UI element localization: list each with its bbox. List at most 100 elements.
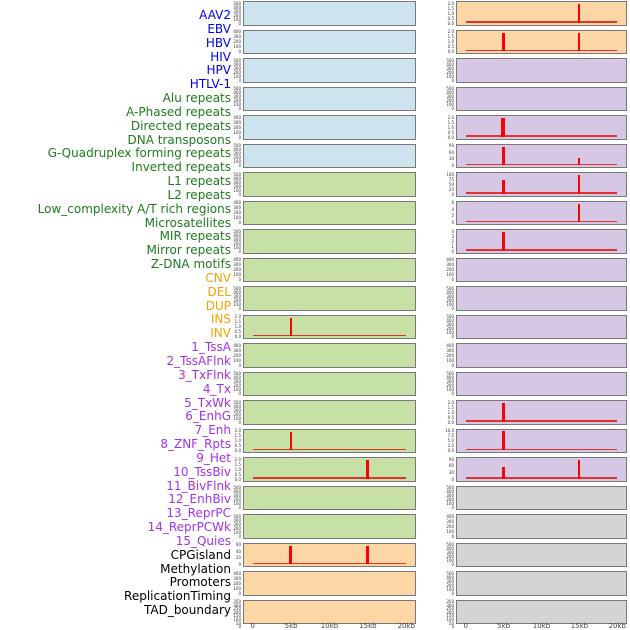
y-tick-label: 250 bbox=[233, 606, 241, 612]
y-tick-label: 2.5 bbox=[447, 443, 454, 449]
y-tick-label: 0 bbox=[238, 419, 241, 425]
track-panel-cnv bbox=[243, 542, 416, 568]
y-tick-label: 0.5 bbox=[447, 414, 454, 420]
y-tick-label: 0 bbox=[451, 624, 454, 630]
y-axis-ticks-l2-repeats: 500 400 300 200 100 0 bbox=[223, 372, 241, 397]
signal-baseline bbox=[465, 163, 618, 166]
y-tick-label: 400 bbox=[233, 4, 241, 10]
y-tick-label: 100 bbox=[233, 415, 241, 421]
y-axis-ticks-mirror-repeats: 500 400 300 200 100 0 bbox=[223, 486, 241, 511]
feature-label-htlv-1: HTLV-1 bbox=[189, 77, 231, 92]
y-tick-label: 2.0 bbox=[447, 29, 454, 34]
y-tick-label: 150 bbox=[446, 613, 454, 619]
y-tick-label: 0 bbox=[451, 106, 454, 112]
signal-spike bbox=[577, 4, 581, 23]
y-tick-label: 1.0 bbox=[234, 466, 241, 472]
y-tick-label: 100 bbox=[233, 73, 241, 79]
y-axis-ticks-methylation: 400 300 200 100 0 bbox=[436, 514, 454, 539]
y-axis-ticks-3-txflnk: 2.0 1.5 1.0 0.5 0.0 bbox=[436, 115, 454, 140]
y-tick-label: 400 bbox=[233, 489, 241, 495]
y-tick-label: 1.0 bbox=[234, 438, 241, 444]
track-panel-alu-repeats bbox=[243, 172, 416, 197]
feature-label-14-reprpcwk: 14_ReprPCWk bbox=[147, 520, 231, 535]
y-tick-label: 50 bbox=[448, 620, 454, 626]
y-tick-label: 1.0 bbox=[447, 39, 454, 45]
track-panel-cpgisland bbox=[456, 485, 627, 511]
y-axis-ticks-12-enhbiv: 500 400 300 200 100 0 bbox=[436, 372, 454, 397]
track-panel-12-enhbiv bbox=[456, 371, 627, 397]
y-axis-ticks-13-reprpc: 2.0 1.5 1.0 0.5 0.0 bbox=[436, 400, 454, 425]
y-tick-label: 200 bbox=[446, 326, 454, 332]
y-tick-label: 300 bbox=[446, 347, 454, 353]
y-axis-ticks-htlv-1: 500 400 300 200 100 0 bbox=[223, 144, 241, 169]
y-tick-label: 0.0 bbox=[234, 476, 241, 482]
track-panel-promoters bbox=[456, 542, 627, 568]
signal-spike bbox=[366, 460, 369, 479]
y-tick-label: 0 bbox=[238, 305, 241, 311]
y-tick-label: 300 bbox=[446, 262, 454, 268]
y-tick-label: 150 bbox=[233, 613, 241, 619]
track-panel-l1-repeats bbox=[243, 343, 416, 368]
signal-spike bbox=[577, 174, 581, 194]
y-tick-label: 0 bbox=[238, 362, 241, 368]
y-tick-label: 400 bbox=[446, 257, 454, 262]
y-tick-label: 100 bbox=[446, 73, 454, 79]
y-tick-label: 200 bbox=[233, 155, 241, 161]
y-tick-label: 200 bbox=[446, 497, 454, 503]
y-tick-label: 1.5 bbox=[447, 34, 454, 40]
y-tick-label: 100 bbox=[233, 187, 241, 193]
y-tick-label: 0 bbox=[238, 191, 241, 197]
y-tick-label: 300 bbox=[233, 602, 241, 608]
y-tick-label: 400 bbox=[446, 489, 454, 495]
y-tick-label: 0 bbox=[238, 590, 241, 596]
signal-baseline bbox=[465, 21, 618, 23]
y-tick-label: 90 bbox=[448, 143, 454, 148]
y-tick-label: 200 bbox=[233, 580, 241, 586]
y-tick-label: 100 bbox=[446, 501, 454, 507]
signal-baseline bbox=[252, 477, 407, 479]
track-panel-7-enh bbox=[456, 229, 627, 254]
y-tick-label: 0 bbox=[238, 220, 241, 226]
signal-spike bbox=[577, 203, 581, 223]
y-tick-label: 2.0 bbox=[234, 314, 241, 319]
feature-label-2-tssaflnk: 2_TssAFlnk bbox=[166, 354, 231, 368]
y-tick-label: 6 bbox=[451, 200, 454, 205]
signal-spike bbox=[501, 146, 505, 166]
y-tick-label: 100 bbox=[233, 272, 241, 278]
y-tick-label: 2.0 bbox=[234, 456, 241, 462]
y-axis-ticks-g-quadruplex-forming-repeats: 500 400 300 200 100 0 bbox=[223, 286, 241, 311]
y-tick-label: 100 bbox=[446, 301, 454, 307]
y-tick-label: 100 bbox=[233, 585, 241, 591]
feature-label-cpgisland: CPGisland bbox=[170, 547, 231, 562]
feature-label-microsatellites: Microsatellites bbox=[144, 215, 231, 230]
signal-baseline bbox=[465, 249, 618, 251]
y-tick-label: 300 bbox=[446, 379, 454, 385]
feature-label-13-reprpc: 13_ReprPC bbox=[166, 506, 231, 521]
y-tick-label: 300 bbox=[446, 293, 454, 299]
y-tick-label: 500 bbox=[233, 399, 241, 405]
y-tick-label: 0 bbox=[451, 191, 454, 197]
y-tick-label: 50 bbox=[235, 620, 241, 626]
y-tick-label: 500 bbox=[446, 285, 454, 291]
track-panel-aav2 bbox=[243, 1, 416, 26]
y-tick-label: 300 bbox=[446, 493, 454, 499]
y-tick-label: 500 bbox=[446, 542, 454, 547]
feature-label-low-complexity-a-t-rich-regions: Low_complexity A/T rich regions bbox=[37, 201, 231, 216]
y-tick-label: 100 bbox=[446, 528, 454, 534]
y-tick-label: 0 bbox=[451, 305, 454, 311]
y-tick-label: 200 bbox=[233, 39, 241, 45]
y-tick-label: 400 bbox=[233, 403, 241, 409]
feature-label-8-znf-rpts: 8_ZNF_Rpts bbox=[160, 437, 231, 452]
y-tick-label: 250 bbox=[446, 606, 454, 612]
track-panel-15-quies bbox=[456, 457, 627, 482]
x-tick-label: 5kb bbox=[497, 621, 511, 630]
y-tick-label: 400 bbox=[446, 513, 454, 519]
y-axis-ticks-a-phased-repeats: 400 300 200 100 0 bbox=[223, 201, 241, 226]
track-panel-htlv-1 bbox=[243, 143, 416, 169]
y-tick-label: 400 bbox=[446, 318, 454, 324]
signal-spike bbox=[577, 32, 581, 52]
y-tick-label: 4 bbox=[451, 228, 454, 234]
feature-label-directed-repeats: Directed repeats bbox=[130, 118, 231, 133]
feature-label-a-phased-repeats: A-Phased repeats bbox=[126, 104, 231, 119]
signal-baseline bbox=[465, 135, 618, 137]
